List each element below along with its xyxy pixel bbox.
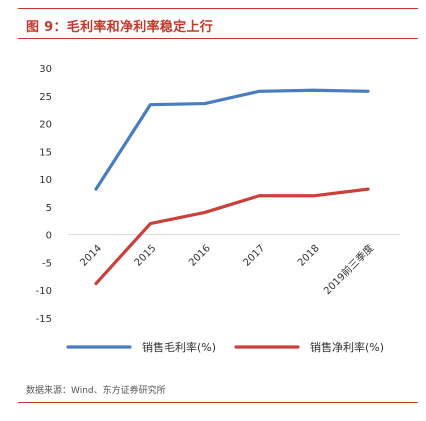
top-rule: [18, 8, 418, 9]
y-tick-label: 15: [39, 147, 52, 158]
x-axis-ticks: 2014 2015 2016 2017 2018 2019前三季度: [78, 242, 376, 297]
legend-label: 销售净利率(%): [310, 340, 384, 354]
y-tick-label: -5: [42, 258, 52, 269]
data-source: 数据来源：Wind、东方证券研究所: [26, 386, 166, 396]
chart-title: 图 9：毛利率和净利率稳定上行: [26, 20, 214, 35]
y-tick-label: 20: [39, 120, 52, 131]
legend-label: 销售毛利率(%): [142, 340, 216, 354]
x-tick-label: 2019前三季度: [321, 242, 376, 297]
x-tick-label: 2014: [78, 243, 104, 269]
y-tick-label: -10: [36, 286, 52, 297]
y-tick-label: 10: [39, 175, 52, 186]
y-tick-label: 25: [39, 92, 52, 103]
y-axis-ticks: 30 25 20 15 10 5 0 -5 -10 -15: [36, 64, 52, 325]
y-tick-label: 30: [39, 64, 52, 75]
y-tick-label: -15: [36, 314, 52, 325]
x-tick-label: 2017: [242, 243, 268, 269]
series-line: [94, 187, 370, 286]
series-lines: [94, 88, 370, 286]
title-rule: [18, 38, 418, 39]
y-tick-label: 5: [46, 203, 52, 214]
series-line: [94, 88, 370, 191]
x-tick-label: 2018: [296, 243, 322, 269]
y-tick-label: 0: [46, 231, 52, 242]
bottom-rule: [18, 402, 418, 403]
legend: 销售毛利率(%) 销售净利率(%): [66, 340, 384, 354]
x-tick-label: 2016: [187, 243, 213, 269]
x-tick-label: 2015: [133, 243, 159, 269]
